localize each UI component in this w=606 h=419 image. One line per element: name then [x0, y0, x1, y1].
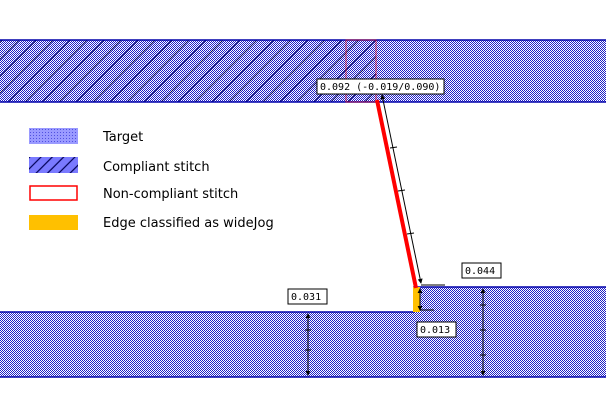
diag-dimension-line: [380, 94, 423, 284]
legend-label-noncompliant: Non-compliant stitch: [103, 187, 238, 202]
svg-text:0.044: 0.044: [465, 266, 495, 277]
legend-label-widejog: Edge classified as wideJog: [103, 216, 274, 231]
right-step-ticks: [480, 304, 486, 356]
bottom-target-region: [0, 287, 606, 377]
dim-label-jog: 0.013: [416, 321, 457, 338]
legend-label-target: Target: [102, 130, 143, 145]
left-bottom-ticks: [305, 329, 311, 351]
top-noncompliant-marker: [345, 39, 377, 103]
dim-label-left-bottom: 0.031: [287, 288, 328, 305]
diag-dimension-ticks: [389, 146, 415, 235]
legend-item-noncompliant: Non-compliant stitch: [29, 185, 238, 202]
legend-item-widejog: Edge classified as wideJog: [29, 215, 274, 231]
legend-swatch-target: [29, 128, 78, 144]
legend: Target Compliant stitch Non-compliant st…: [29, 128, 274, 231]
widejog-edge: [413, 287, 420, 312]
dim-label-top-diag: 0.092 (-0.019/0.090): [316, 78, 445, 95]
legend-swatch-noncompliant: [29, 185, 78, 201]
svg-text:0.013: 0.013: [420, 325, 450, 336]
top-compliant-stitch: [0, 40, 376, 102]
legend-item-target: Target: [29, 128, 143, 145]
top-band: [0, 39, 606, 103]
legend-item-compliant: Compliant stitch: [29, 157, 210, 175]
legend-swatch-widejog: [29, 215, 78, 230]
noncompliant-stitch-line: [375, 99, 418, 289]
svg-text:0.092 (-0.019/0.090): 0.092 (-0.019/0.090): [320, 82, 440, 93]
dim-label-right-step: 0.044: [461, 262, 502, 279]
legend-label-compliant: Compliant stitch: [103, 160, 210, 175]
legend-swatch-compliant: [29, 157, 78, 173]
svg-text:0.031: 0.031: [291, 292, 321, 303]
